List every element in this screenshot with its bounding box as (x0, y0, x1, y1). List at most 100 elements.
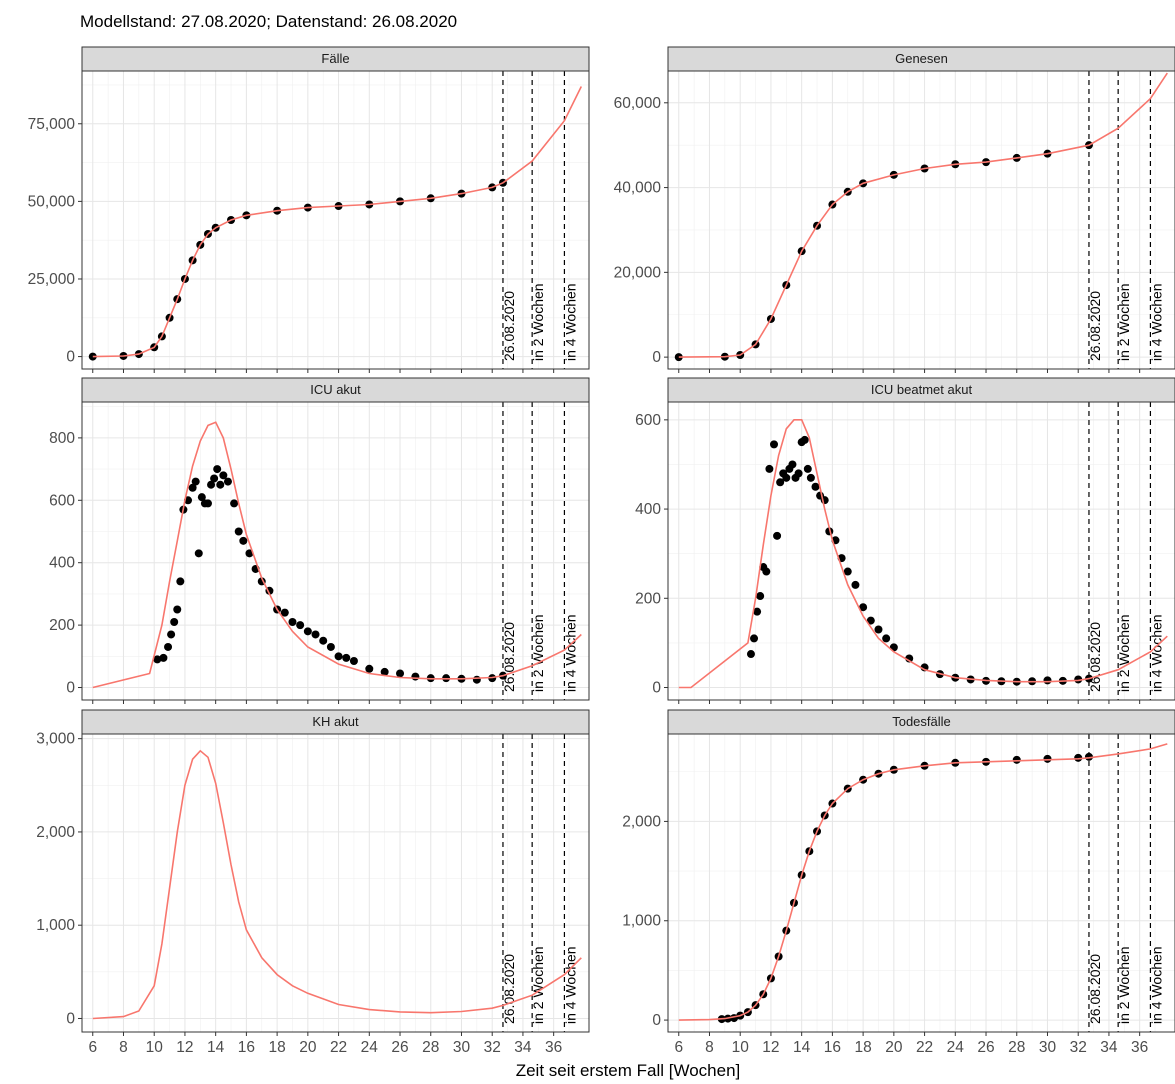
observed-point (153, 655, 162, 664)
observed-point (1012, 755, 1021, 764)
observed-point (674, 353, 683, 362)
x-tick-label: 28 (1008, 1039, 1025, 1056)
observed-point (803, 464, 812, 473)
observed-point (219, 471, 228, 480)
x-tick-label: 14 (793, 1039, 811, 1056)
x-tick-label: 8 (705, 1039, 714, 1056)
x-tick-label: 28 (422, 1039, 439, 1056)
y-tick-label: 0 (66, 1010, 75, 1027)
x-tick-label: 6 (88, 1039, 97, 1056)
observed-point (234, 527, 243, 536)
observed-point (806, 473, 815, 482)
observed-point (773, 531, 782, 540)
model-line (92, 749, 582, 1020)
observed-point (167, 630, 176, 639)
observed-point (207, 480, 216, 489)
x-tick-label: 14 (207, 1039, 225, 1056)
x-tick-label: 34 (514, 1039, 532, 1056)
x-axis-label: Zeit seit erstem Fall [Wochen] (516, 1061, 741, 1080)
observed-point (776, 478, 785, 487)
x-tick-label: 30 (1039, 1039, 1057, 1056)
x-tick-label: 16 (238, 1039, 255, 1056)
model-line (92, 421, 582, 689)
observed-point (874, 625, 883, 634)
x-tick-label: 16 (824, 1039, 841, 1056)
observed-point (753, 607, 762, 616)
reference-vline-label: in 4 Wochen (1148, 283, 1164, 361)
y-tick-label: 600 (635, 412, 661, 429)
y-tick-label: 0 (66, 349, 75, 366)
observed-point (1074, 753, 1083, 762)
panel-strip (81, 709, 590, 735)
observed-point (782, 473, 791, 482)
reference-vline-label: in 2 Wochen (1116, 614, 1132, 692)
observed-point (280, 608, 289, 617)
y-tick-label: 0 (652, 680, 661, 697)
reference-vline-label: in 2 Wochen (530, 946, 546, 1024)
panel-title: ICU beatmet akut (871, 382, 973, 397)
observed-point (882, 634, 891, 643)
x-tick-label: 12 (176, 1039, 193, 1056)
panel-strip (667, 377, 1175, 403)
observed-point (164, 642, 173, 651)
y-tick-label: 60,000 (614, 95, 662, 112)
observed-point (1074, 675, 1083, 684)
observed-point (170, 617, 179, 626)
observed-point (765, 464, 774, 473)
panel-border (667, 70, 1175, 370)
reference-vline-label: in 4 Wochen (562, 946, 578, 1024)
y-tick-label: 25,000 (28, 271, 76, 288)
observed-points (746, 435, 1093, 686)
y-tick-label: 400 (49, 555, 75, 572)
panels-container: Fälle 0 25,000 50,000 75,000 26.08.2020 in 2 W… (28, 46, 1175, 1056)
y-tick-label: 2,000 (36, 824, 75, 841)
plot-background (82, 734, 589, 1032)
observed-point (859, 603, 868, 612)
observed-point (800, 435, 809, 444)
y-tick-label: 200 (635, 590, 661, 607)
observed-point (1043, 754, 1052, 763)
x-tick-label: 24 (361, 1039, 379, 1056)
y-tick-label: 800 (49, 430, 75, 447)
panel-4: ICU beatmet akut 0 200 400 600 26.08.2020 in 2… (635, 377, 1175, 704)
panel-title: Todesfälle (892, 714, 951, 729)
observed-point (365, 664, 374, 673)
x-tick-label: 20 (885, 1039, 903, 1056)
model-line (92, 86, 583, 358)
observed-point (311, 630, 320, 639)
figure-title: Modellstand: 27.08.2020; Datenstand: 26.… (80, 12, 457, 31)
plot-background (668, 734, 1175, 1032)
panel-border (667, 401, 1175, 701)
x-tick-label: 18 (854, 1039, 871, 1056)
observed-point (380, 667, 389, 676)
observed-point (472, 675, 481, 684)
observed-point (223, 477, 232, 486)
panel-3: ICU akut 0 200 400 600 800 26.08.2020 in 2 Woch… (49, 377, 590, 704)
observed-point (750, 634, 759, 643)
reference-vline-label: 26.08.2020 (501, 954, 517, 1024)
y-tick-label: 0 (652, 349, 661, 366)
reference-vline-label: in 2 Wochen (1116, 283, 1132, 361)
panel-border (667, 733, 1175, 1033)
observed-point (191, 477, 200, 486)
observed-point (334, 652, 343, 661)
y-tick-label: 75,000 (28, 116, 76, 133)
observed-point (1084, 752, 1093, 761)
observed-point (216, 480, 225, 489)
x-tick-label: 20 (299, 1039, 317, 1056)
observed-point (288, 617, 297, 626)
y-tick-label: 40,000 (614, 180, 662, 197)
y-tick-label: 2,000 (622, 813, 661, 830)
reference-vline-label: 26.08.2020 (1087, 954, 1103, 1024)
x-tick-label: 6 (674, 1039, 683, 1056)
panel-border (81, 70, 590, 370)
observed-point (866, 616, 875, 625)
observed-point (176, 577, 185, 586)
x-tick-label: 24 (947, 1039, 965, 1056)
observed-point (770, 440, 779, 449)
panel-2: Genesen 0 20,000 40,000 60,000 26.08.2020 in 2… (614, 46, 1175, 373)
panel-5: KH akut 0 1,000 2,000 3,000 6 8 10 12 14 16 18 20 22 2… (36, 709, 590, 1056)
x-tick-label: 12 (762, 1039, 779, 1056)
reference-vline-label: in 2 Wochen (530, 283, 546, 361)
observed-point (756, 592, 765, 601)
